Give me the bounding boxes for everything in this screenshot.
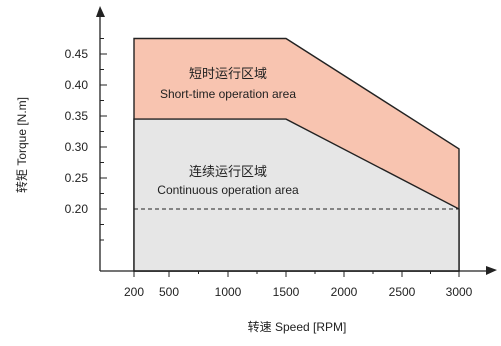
x-axis-title: 转速 Speed [RPM] xyxy=(248,319,347,334)
y-tick-label: 0.20 xyxy=(65,202,89,216)
x-tick-label: 3000 xyxy=(446,285,473,299)
y-tick-label: 0.40 xyxy=(65,78,89,92)
x-tick-label: 200 xyxy=(124,285,144,299)
plot-areas xyxy=(133,37,460,272)
continuous-area-label-en: Continuous operation area xyxy=(157,183,299,197)
chart-axes xyxy=(96,6,497,275)
y-axis-arrow-icon xyxy=(96,6,105,17)
continuous-area-label-cn: 连续运行区域 xyxy=(189,164,267,180)
y-tick-label: 0.25 xyxy=(65,171,89,185)
short-time-area-label-cn: 短时运行区域 xyxy=(189,67,267,82)
y-tick-label: 0.35 xyxy=(65,109,89,123)
y-tick-label: 0.30 xyxy=(65,140,89,154)
x-tick-label: 500 xyxy=(159,285,179,299)
chart-ticks: 0.20 0.25 0.30 0.35 0.40 0.45 200 500 1000 1500 20… xyxy=(65,38,473,299)
x-tick-label: 1500 xyxy=(273,285,300,299)
short-time-area-label-en: Short-time operation area xyxy=(160,87,296,101)
y-axis-title: 转矩 Torque [N.m] xyxy=(14,97,29,193)
x-tick-label: 2500 xyxy=(389,285,416,299)
x-tick-label: 2000 xyxy=(331,285,358,299)
y-tick-label: 0.45 xyxy=(65,47,89,61)
x-axis-arrow-icon xyxy=(486,266,497,275)
continuous-area xyxy=(133,118,460,272)
x-tick-label: 1000 xyxy=(215,285,242,299)
